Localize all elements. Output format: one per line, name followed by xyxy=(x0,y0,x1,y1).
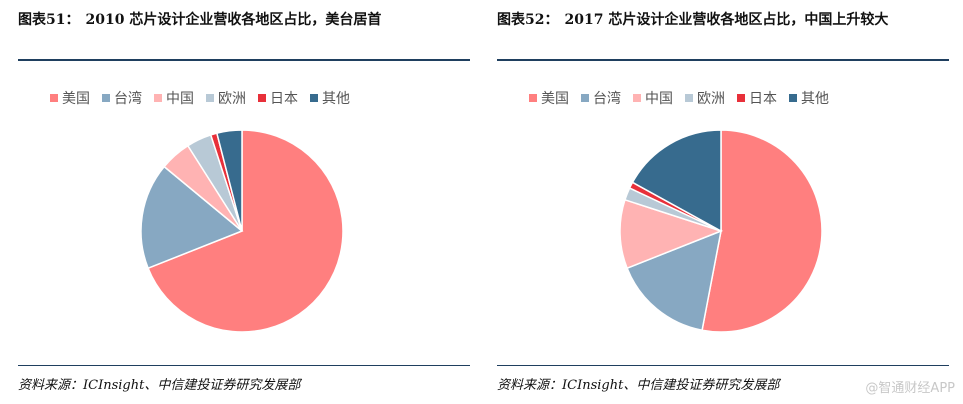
legend-item: 中国 xyxy=(633,88,673,108)
figure-label: 图表51： xyxy=(18,12,80,28)
legend-item: 日本 xyxy=(258,88,298,108)
pie-slice-6 xyxy=(215,129,243,232)
legend-swatch xyxy=(206,94,214,102)
pie-chart-2010 xyxy=(140,129,344,333)
legend-swatch xyxy=(50,94,58,102)
bottom-rule xyxy=(497,365,949,366)
legend-item: 欧洲 xyxy=(206,88,246,108)
pie-slice-1 xyxy=(701,129,823,333)
source-note: 资料来源：ICInsight、中信建投证券研究发展部 xyxy=(18,378,301,393)
legend-label: 其他 xyxy=(801,91,829,107)
legend-label: 台湾 xyxy=(114,91,142,107)
figure-title-text: 2017 芯片设计企业营收各地区占比，中国上升较大 xyxy=(564,12,889,28)
legend-label: 欧洲 xyxy=(697,91,725,107)
legend-item: 欧洲 xyxy=(685,88,725,108)
legend-swatch xyxy=(258,94,266,102)
legend-item: 台湾 xyxy=(102,88,142,108)
legend: 美国 台湾 中国 欧洲 日本 其他 xyxy=(50,88,350,108)
legend-label: 日本 xyxy=(270,91,298,107)
legend-label: 日本 xyxy=(749,91,777,107)
figure-title: 图表51： 2010 芯片设计企业营收各地区占比，美台居首 xyxy=(18,8,470,32)
legend-item: 其他 xyxy=(789,88,829,108)
figure-label: 图表52： xyxy=(497,12,559,28)
figure-title: 图表52： 2017 芯片设计企业营收各地区占比，中国上升较大 xyxy=(497,8,949,32)
legend-label: 美国 xyxy=(62,91,90,107)
legend-swatch xyxy=(102,94,110,102)
legend: 美国 台湾 中国 欧洲 日本 其他 xyxy=(529,88,829,108)
chart-panel-2017: 图表52： 2017 芯片设计企业营收各地区占比，中国上升较大 美国 台湾 中国 欧洲 日… xyxy=(497,0,949,404)
watermark: @智通财经APP xyxy=(865,381,955,396)
pie-slice-6 xyxy=(631,129,722,233)
pie-slice-1 xyxy=(147,129,344,333)
legend-swatch xyxy=(633,94,641,102)
legend-label: 其他 xyxy=(322,91,350,107)
top-rule xyxy=(497,59,949,61)
legend-item: 日本 xyxy=(737,88,777,108)
legend-item: 其他 xyxy=(310,88,350,108)
legend-label: 美国 xyxy=(541,91,569,107)
legend-swatch xyxy=(529,94,537,102)
legend-label: 台湾 xyxy=(593,91,621,107)
pie-chart-2017 xyxy=(619,129,823,333)
legend-item: 美国 xyxy=(529,88,569,108)
legend-item: 美国 xyxy=(50,88,90,108)
pie-slice-2 xyxy=(626,229,722,332)
bottom-rule xyxy=(18,365,470,366)
legend-item: 中国 xyxy=(154,88,194,108)
figure-title-text: 2010 芯片设计企业营收各地区占比，美台居首 xyxy=(85,12,382,28)
top-rule xyxy=(18,59,470,61)
legend-swatch xyxy=(685,94,693,102)
legend-swatch xyxy=(310,94,318,102)
legend-swatch xyxy=(737,94,745,102)
legend-label: 欧洲 xyxy=(218,91,246,107)
legend-item: 台湾 xyxy=(581,88,621,108)
legend-label: 中国 xyxy=(645,91,673,107)
legend-swatch xyxy=(789,94,797,102)
pie-slice-2 xyxy=(140,165,244,270)
legend-swatch xyxy=(581,94,589,102)
legend-swatch xyxy=(154,94,162,102)
source-note: 资料来源：ICInsight、中信建投证券研究发展部 xyxy=(497,378,780,393)
legend-label: 中国 xyxy=(166,91,194,107)
chart-panel-2010: 图表51： 2010 芯片设计企业营收各地区占比，美台居首 美国 台湾 中国 欧洲 日本 其… xyxy=(18,0,470,404)
pie-slice-3 xyxy=(619,198,724,270)
